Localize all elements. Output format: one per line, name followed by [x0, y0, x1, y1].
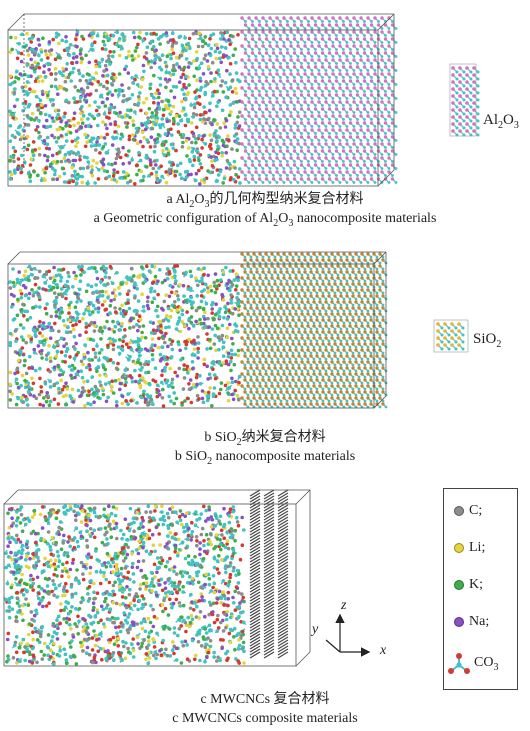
alumina-label: Al2O3: [483, 112, 519, 131]
panel-b-simulation-box: [6, 251, 388, 409]
legend-item-c: C;: [454, 503, 482, 519]
panel-a-caption-cn: a Al2O3的几何构型纳米复合材料: [166, 192, 364, 210]
panel-b-caption-cn: b SiO2纳米复合材料: [204, 430, 326, 448]
axis-triad: [325, 613, 371, 657]
panel-c-caption-en: c MWCNCs composite materials: [172, 711, 358, 726]
panel-a-caption-en: a Geometric configuration of Al2O3 nanoc…: [93, 211, 437, 229]
legend: C; Li; K; Na; CO3: [443, 488, 518, 690]
legend-item-co3: CO3: [448, 653, 498, 675]
legend-item-k: K;: [454, 577, 483, 593]
axis-z-label: z: [341, 598, 347, 613]
carbonate-molecule-icon: [448, 653, 470, 674]
legend-item-li: Li;: [454, 540, 485, 556]
panel-a-simulation-box: [7, 13, 398, 187]
carbon-dot-icon: [454, 506, 464, 516]
axis-x-label: x: [380, 643, 387, 658]
lithium-dot-icon: [454, 543, 464, 553]
silica-molecule-icon: [433, 319, 469, 353]
legend-item-na: Na;: [454, 614, 489, 630]
panel-b-caption-en: b SiO2 nanocomposite materials: [174, 449, 356, 467]
panel-c-caption-cn: c MWCNCs 复合材料: [200, 692, 330, 707]
potassium-dot-icon: [454, 580, 464, 590]
panel-c-simulation-box: [3, 489, 311, 667]
silica-label: SiO2: [473, 331, 502, 350]
axis-y-label: y: [312, 622, 319, 637]
alumina-molecule-icon: [449, 63, 480, 137]
sodium-dot-icon: [454, 617, 464, 627]
